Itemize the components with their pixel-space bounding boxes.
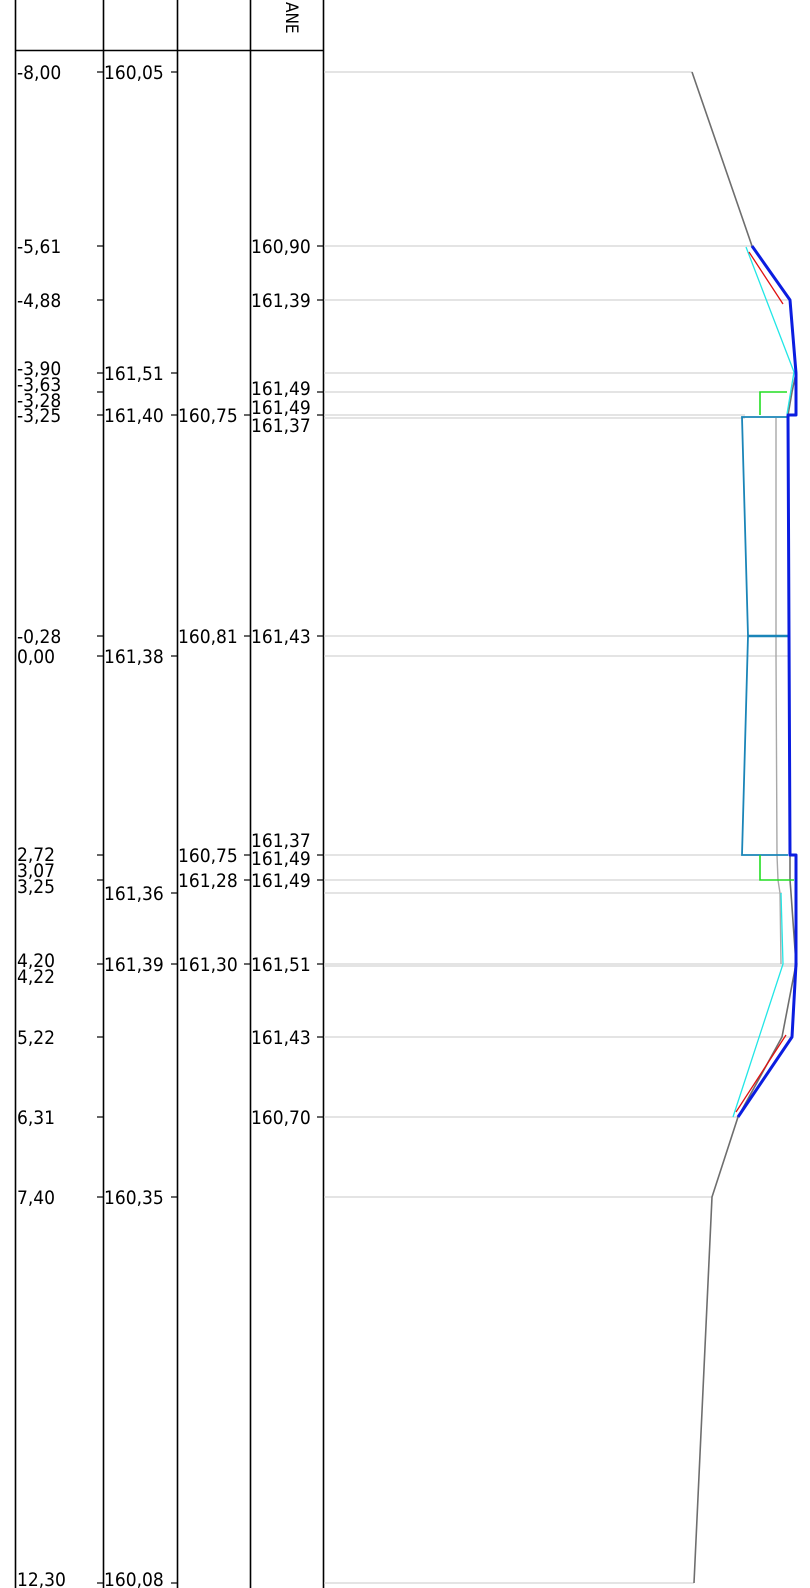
- column4-value: 161,51: [251, 954, 311, 976]
- station-label: 12,30: [17, 1569, 66, 1588]
- station-label: 4,20: [17, 950, 55, 972]
- terrain-line: [691, 71, 797, 1584]
- station-label: 4,22: [17, 966, 55, 988]
- column4-value: 160,70: [251, 1107, 311, 1129]
- column4-value: 161,49: [251, 870, 311, 892]
- column2-value: 161,40: [104, 405, 164, 427]
- guide-lines: [324, 71, 798, 1584]
- column2-value: 160,05: [104, 62, 164, 84]
- column2-value: 161,39: [104, 954, 164, 976]
- column2-value: 161,51: [104, 363, 164, 385]
- column4-value: 161,49: [251, 397, 311, 419]
- column4-value: 161,39: [251, 290, 311, 312]
- column3-value: 160,81: [178, 626, 238, 648]
- station-label: 3,25: [17, 876, 55, 898]
- column2-value: 160,35: [104, 1187, 164, 1209]
- station-label: 7,40: [17, 1187, 55, 1209]
- station-label: 0,00: [17, 646, 55, 668]
- column4-value: 161,43: [251, 626, 311, 648]
- column2-values: 160,05 161,51 161,40 161,38 161,36 161,3…: [104, 62, 164, 1588]
- header-column4-label: ANE: [281, 2, 301, 34]
- station-label: 2,72: [17, 844, 55, 866]
- offset-line-left: [745, 246, 795, 415]
- column4-value: 161,49: [251, 848, 311, 870]
- station-label: -4,88: [17, 290, 61, 312]
- station-label: -8,00: [17, 62, 61, 84]
- slope-mark-right: [735, 1034, 787, 1113]
- column4-value: 160,90: [251, 236, 311, 258]
- station-label: 6,31: [17, 1107, 55, 1129]
- column2-value: 161,38: [104, 646, 164, 668]
- station-label: 3,07: [17, 860, 55, 882]
- column4-value: 161,49: [251, 378, 311, 400]
- tick-marks: [97, 71, 323, 1584]
- column4-value: 161,37: [251, 415, 311, 437]
- station-label: -3,28: [17, 390, 61, 412]
- column2-value: 160,08: [104, 1569, 164, 1588]
- column3-value: 160,75: [178, 405, 238, 427]
- slope-mark-left: [748, 251, 784, 305]
- curb-left: [759, 391, 787, 415]
- station-label: -5,61: [17, 236, 61, 258]
- offset-line-right: [732, 892, 784, 1118]
- column4-values: 160,90 161,39 161,49 161,49 161,37 161,4…: [251, 236, 311, 1129]
- station-column: -8,00 -5,61 -4,88 -3,90 -3,63 -3,28 -3,2…: [17, 62, 66, 1588]
- station-label: 5,22: [17, 1027, 55, 1049]
- column3-value: 160,75: [178, 845, 238, 867]
- column4-value: 161,37: [251, 830, 311, 852]
- curb-right: [759, 855, 794, 881]
- design-top-line: [736, 245, 798, 1118]
- column2-value: 161,36: [104, 883, 164, 905]
- table-grid: [14, 0, 325, 1588]
- station-label: -3,63: [17, 374, 61, 396]
- column4-value: 161,43: [251, 1027, 311, 1049]
- inner-gray-line: [775, 418, 782, 965]
- station-label: -0,28: [17, 626, 61, 648]
- column3-value: 161,28: [178, 870, 238, 892]
- station-label: -3,25: [17, 405, 61, 427]
- column3-values: 160,75 160,81 160,75 161,28 161,30: [178, 405, 238, 976]
- column3-value: 161,30: [178, 954, 238, 976]
- station-label: -3,90: [17, 358, 61, 380]
